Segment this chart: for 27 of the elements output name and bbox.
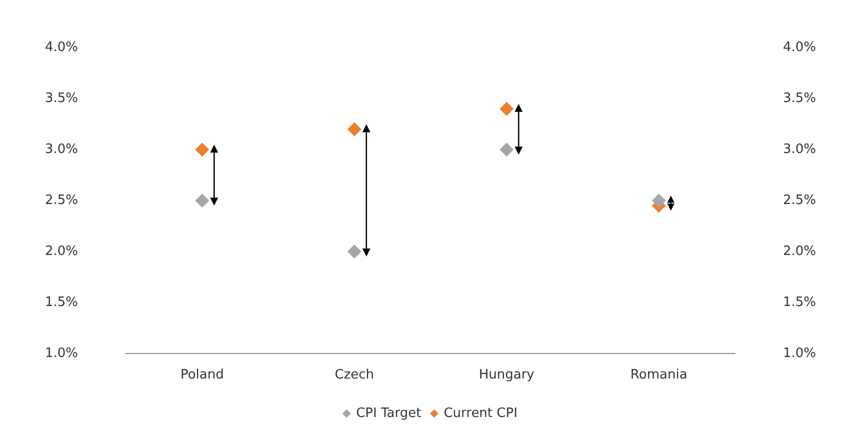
point [347, 244, 362, 259]
y-tick-label: 1.5% [44, 294, 78, 310]
y-tick-label: 2.0% [44, 244, 78, 259]
y2-tick-label: 3.0% [782, 142, 816, 158]
point [195, 194, 210, 208]
point [347, 122, 362, 136]
legend-label: Current CPI [444, 406, 518, 421]
y-tick-label: 4.0% [44, 40, 78, 56]
y-tick-label: 3.0% [44, 142, 78, 158]
y-tick-label: 3.5% [44, 91, 78, 106]
point [195, 142, 210, 157]
x-tick-label: Hungary [478, 368, 535, 383]
x-tick-label: Poland [180, 368, 224, 383]
y-tick-label: 1.0% [44, 346, 78, 361]
y2-tick-label: 1.0% [782, 346, 816, 361]
y-tick-label: 2.5% [44, 192, 78, 208]
point [500, 142, 514, 157]
point [500, 102, 514, 116]
x-tick-label: Romania [630, 368, 688, 383]
y2-tick-label: 2.5% [782, 192, 816, 208]
y2-tick-label: 2.0% [782, 244, 816, 259]
legend-label: CPI Target [356, 406, 422, 421]
y2-tick-label: 3.5% [782, 91, 816, 106]
point [652, 194, 666, 208]
x-tick-label: Czech [334, 368, 374, 383]
y2-tick-label: 4.0% [782, 40, 816, 56]
y2-tick-label: 1.5% [782, 294, 816, 310]
